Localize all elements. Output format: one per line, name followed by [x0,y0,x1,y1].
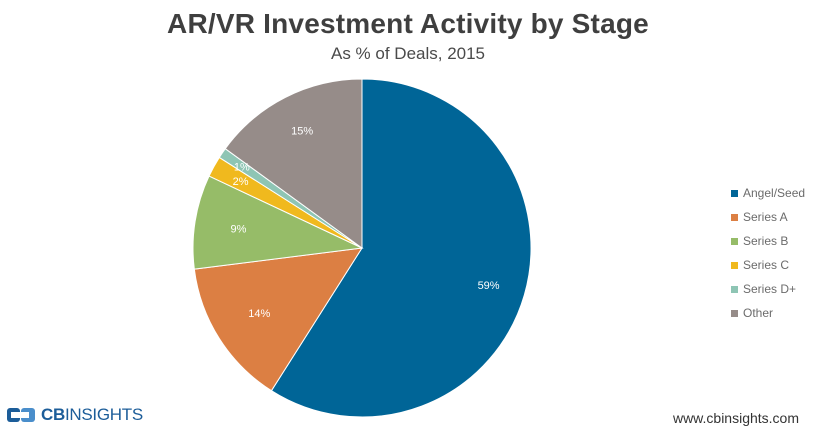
chart-title: AR/VR Investment Activity by Stage [167,8,649,39]
data-label-series-b: 9% [231,223,247,235]
data-label-series-d: 1% [234,161,250,173]
legend-swatch-other [731,309,738,317]
legend-label-series-b: Series B [743,234,789,248]
pie-slice-series-a [193,247,363,392]
logo-text: CB [41,405,65,424]
data-label-series-c: 2% [233,176,249,188]
cb-insights-logo-icon [7,408,35,422]
legend-label-angel-seed: Angel/Seed [743,186,806,200]
pie-slice-angel-seed [270,78,532,418]
legend-item-series-a: Series A [731,205,805,229]
legend-item-series-b: Series B [731,229,805,253]
legend-swatch-series-c [731,261,738,269]
pie-slice-series-b [192,175,364,270]
cb-insights-logo: CBINSIGHTS [7,405,143,425]
data-label-other: 15% [291,126,313,138]
legend-item-angel-seed: Angel/Seed [731,181,805,205]
legend-label-series-c: Series C [743,258,790,272]
legend-item-series-c: Series C [731,253,805,277]
legend-swatch-angel-seed [731,189,738,197]
chart-legend: Angel/Seed Series A Series B Series C Series… [731,181,805,325]
data-label-angel-seed: 59% [478,280,500,292]
pie-slice-other [224,78,363,249]
legend-item-other: Other [731,301,805,325]
legend-label-other: Other [743,306,774,320]
legend-label-series-d: Series D+ [743,282,797,296]
legend-swatch-series-a [731,213,738,221]
legend-label-series-a: Series A [743,210,788,224]
website-url: www.cbinsights.com [672,410,799,426]
legend-item-series-d: Series D+ [731,277,805,301]
legend-swatch-series-b [731,237,738,245]
chart-subtitle: As % of Deals, 2015 [330,44,486,63]
data-label-series-a: 14% [248,308,270,320]
legend-swatch-series-d [731,285,738,293]
logo-text-light: INSIGHTS [64,405,143,424]
